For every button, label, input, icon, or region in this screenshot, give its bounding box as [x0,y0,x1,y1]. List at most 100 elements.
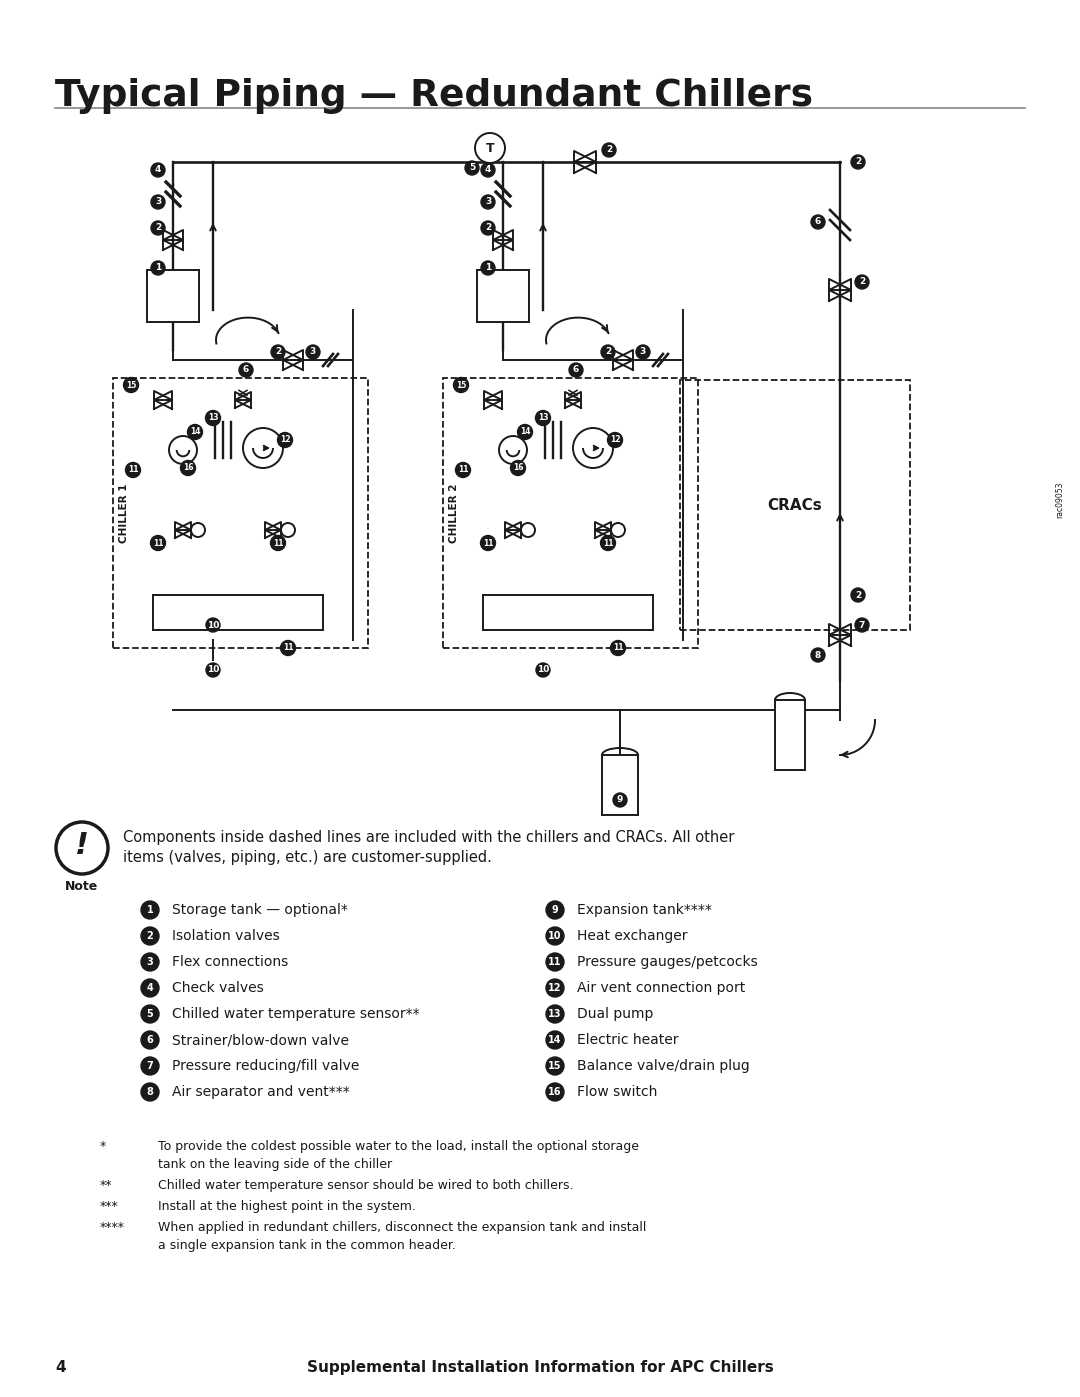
Circle shape [855,617,869,631]
Circle shape [141,979,159,997]
Text: Chilled water temperature sensor**: Chilled water temperature sensor** [172,1007,420,1021]
Text: 2: 2 [485,224,491,232]
Text: 5: 5 [469,163,475,172]
Text: 2: 2 [275,348,281,356]
Text: 4: 4 [485,165,491,175]
Text: 6: 6 [147,1035,153,1045]
Text: 13: 13 [549,1009,562,1018]
Circle shape [855,275,869,289]
Text: 16: 16 [549,1087,562,1097]
Text: CHILLER 2: CHILLER 2 [449,483,459,543]
Circle shape [546,1083,564,1101]
Circle shape [607,433,622,447]
Circle shape [151,163,165,177]
Text: 14: 14 [519,427,530,436]
Text: 13: 13 [538,414,549,422]
Circle shape [600,535,616,550]
Circle shape [475,133,505,163]
Text: Supplemental Installation Information for APC Chillers: Supplemental Installation Information fo… [307,1361,773,1375]
Text: CRACs: CRACs [768,497,822,513]
Circle shape [481,261,495,275]
Text: 12: 12 [280,436,291,444]
Circle shape [180,461,195,475]
Text: a single expansion tank in the common header.: a single expansion tank in the common he… [158,1239,456,1252]
Circle shape [546,979,564,997]
Text: rac09053: rac09053 [1055,482,1065,518]
Text: 3: 3 [154,197,161,207]
Text: 9: 9 [552,905,558,915]
Text: 11: 11 [273,538,283,548]
Circle shape [481,535,496,550]
Circle shape [141,1004,159,1023]
Text: 1: 1 [147,905,153,915]
Text: 5: 5 [147,1009,153,1018]
Text: 3: 3 [639,348,646,356]
Text: 12: 12 [549,983,562,993]
Text: Install at the highest point in the system.: Install at the highest point in the syst… [158,1200,416,1213]
Circle shape [151,261,165,275]
Text: Dual pump: Dual pump [577,1007,653,1021]
Text: 1: 1 [154,264,161,272]
Circle shape [281,640,296,655]
Circle shape [546,953,564,971]
Text: 3: 3 [310,348,316,356]
Text: !: ! [76,830,89,859]
Text: CHILLER 1: CHILLER 1 [119,483,129,543]
Text: 11: 11 [603,538,613,548]
Text: 10: 10 [206,665,219,675]
Bar [602,754,638,814]
Text: Pressure gauges/petcocks: Pressure gauges/petcocks [577,956,758,970]
Bar [775,700,805,770]
Circle shape [454,377,469,393]
Circle shape [465,161,480,175]
Text: 11: 11 [549,957,562,967]
Text: 16: 16 [513,464,523,472]
Circle shape [481,196,495,210]
Circle shape [141,953,159,971]
Text: 10: 10 [549,930,562,942]
Circle shape [481,163,495,177]
Text: 7: 7 [147,1060,153,1071]
Bar [443,379,698,648]
Text: 11: 11 [458,465,469,475]
Circle shape [205,411,220,426]
Text: 10: 10 [537,665,550,675]
Text: 4: 4 [147,983,153,993]
Text: *: * [100,1140,106,1153]
Bar [147,270,199,321]
Text: 11: 11 [127,465,138,475]
Text: 13: 13 [207,414,218,422]
Text: Balance valve/drain plug: Balance valve/drain plug [577,1059,750,1073]
Text: 11: 11 [152,538,163,548]
Circle shape [306,345,320,359]
Text: Isolation valves: Isolation valves [172,929,280,943]
Bar [483,595,653,630]
Circle shape [481,221,495,235]
Text: Strainer/blow-down valve: Strainer/blow-down valve [172,1032,349,1046]
Circle shape [141,928,159,944]
Text: T: T [486,141,495,155]
Circle shape [141,901,159,919]
Text: 2: 2 [859,278,865,286]
Text: Check valves: Check valves [172,981,264,995]
Circle shape [456,462,471,478]
Circle shape [270,535,285,550]
Circle shape [151,221,165,235]
Circle shape [546,1031,564,1049]
Text: 3: 3 [485,197,491,207]
Circle shape [613,793,627,807]
Circle shape [546,1058,564,1076]
Text: **: ** [100,1179,112,1192]
Bar [477,270,529,321]
Circle shape [151,196,165,210]
Text: 10: 10 [206,620,219,630]
Text: 16: 16 [183,464,193,472]
Text: Storage tank — optional*: Storage tank — optional* [172,902,348,916]
Circle shape [123,377,138,393]
Circle shape [851,588,865,602]
Text: 15: 15 [549,1060,562,1071]
Circle shape [546,1004,564,1023]
Circle shape [141,1031,159,1049]
Text: 7: 7 [859,620,865,630]
Circle shape [636,345,650,359]
